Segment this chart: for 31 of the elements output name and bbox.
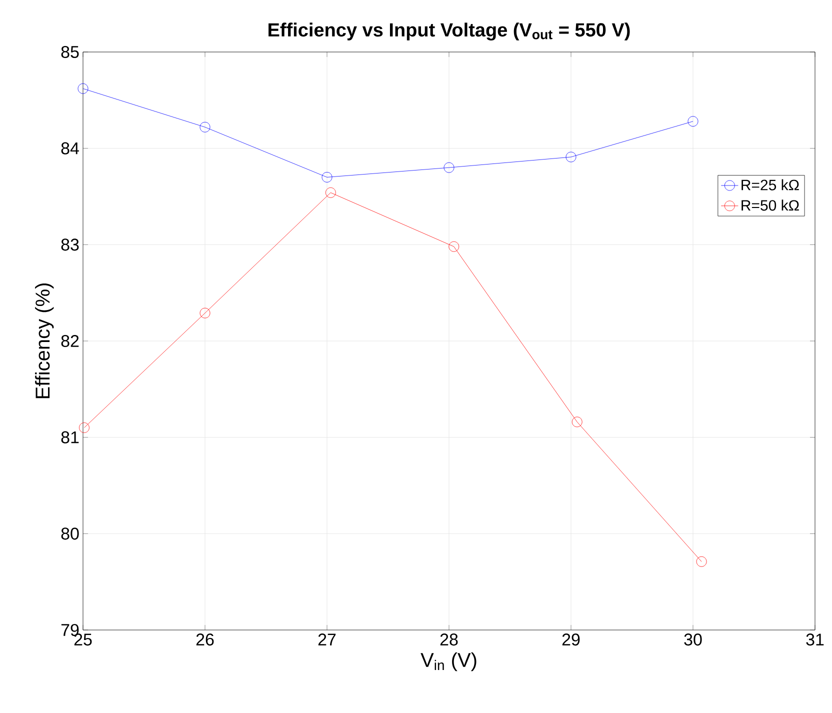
y-axis-title: Efficency (%)	[35, 284, 54, 398]
point	[79, 422, 90, 433]
point	[78, 83, 88, 94]
x-tick-label: 26	[196, 634, 214, 646]
x-tick-label: 25	[74, 634, 92, 646]
y-tick-label: 79	[61, 624, 79, 636]
legend-label: R=50 kΩ	[742, 200, 799, 211]
point	[688, 116, 698, 127]
y-tick-label: 83	[61, 238, 79, 251]
y-tick-label: 84	[61, 142, 79, 154]
point	[325, 187, 336, 198]
x-tick-label: 27	[318, 634, 336, 646]
point	[566, 152, 576, 162]
legend-label: R=25 kΩ	[742, 179, 799, 190]
y-tick-label: 82	[61, 334, 79, 348]
x-tick-label: 28	[440, 634, 458, 646]
point	[200, 308, 210, 318]
point	[448, 241, 460, 252]
point	[444, 162, 454, 173]
y-tick-label: 81	[61, 431, 79, 444]
point	[322, 172, 332, 182]
x-tick-label: 31	[806, 634, 824, 646]
y-tick-label: 80	[61, 528, 79, 540]
chart-title: Efficiency vs Input Voltage (V$_{out}$ = 550 V)	[268, 22, 630, 40]
point	[200, 122, 210, 132]
point	[696, 556, 707, 567]
x-tick-label: 29	[562, 634, 580, 646]
y-tick-label: 85	[61, 46, 79, 58]
x-tick-label: 30	[684, 634, 702, 646]
x-axis-title: V$_{in}$ (V)	[420, 652, 476, 672]
point	[572, 416, 582, 428]
